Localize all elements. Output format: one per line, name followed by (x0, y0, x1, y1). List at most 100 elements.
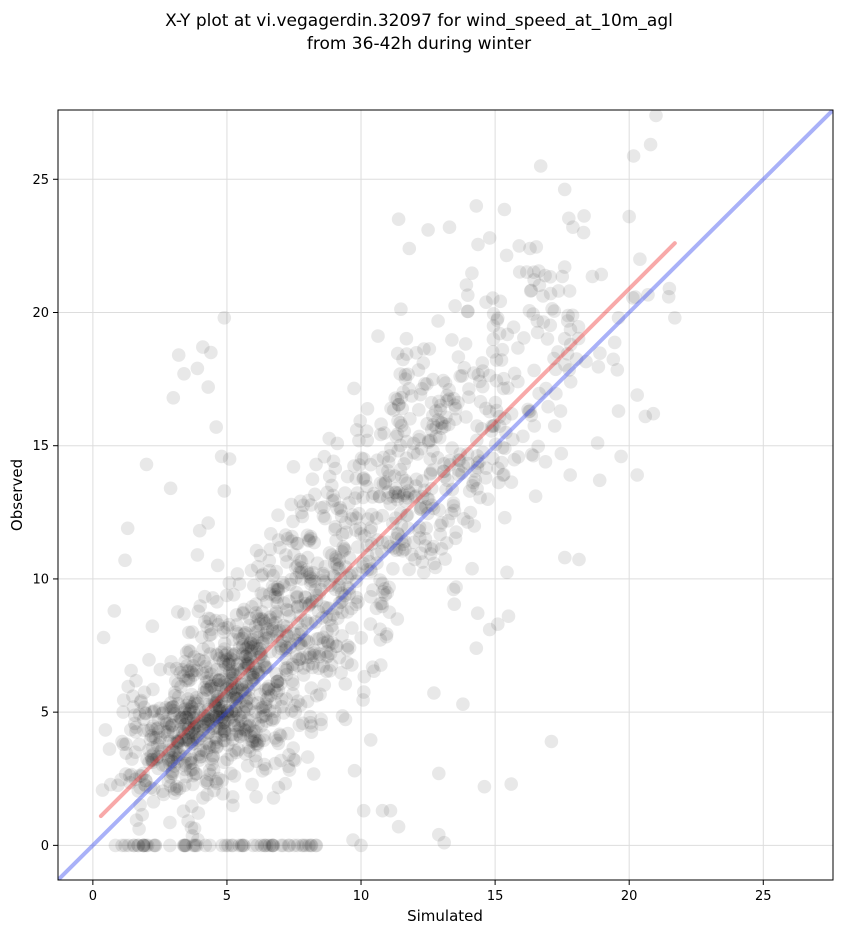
scatter-point (558, 550, 572, 565)
scatter-point (217, 625, 231, 639)
scatter-point (230, 724, 245, 738)
scatter-point (231, 627, 246, 641)
scatter-point (312, 661, 326, 676)
scatter-point (606, 352, 621, 367)
scatter-point (337, 543, 352, 557)
scatter-point (495, 342, 510, 357)
scatter-point (435, 416, 450, 431)
scatter-point (538, 268, 552, 283)
scatter-point (317, 575, 332, 589)
scatter-point (269, 606, 283, 620)
scatter-point (434, 398, 448, 413)
plot-frame (57, 109, 834, 881)
scatter-point (303, 567, 317, 581)
scatter-point (169, 779, 184, 794)
scatter-point (229, 704, 243, 719)
scatter-point (261, 690, 276, 704)
scatter-point (441, 514, 456, 528)
scatter-point (204, 680, 218, 694)
scatter-point (188, 694, 203, 708)
scatter-point (230, 662, 244, 677)
scatter-point (189, 767, 203, 781)
scatter-point (309, 838, 324, 853)
scatter-point (240, 679, 254, 694)
scatter-point (125, 752, 139, 766)
scatter-point (217, 721, 232, 736)
scatter-point (179, 710, 193, 725)
scatter-point (370, 556, 384, 570)
scatter-point (257, 658, 272, 673)
scatter-point (432, 766, 446, 781)
scatter-point (236, 705, 251, 719)
scatter-point (145, 619, 160, 633)
scatter-point (365, 537, 379, 551)
scatter-point (234, 677, 249, 692)
scatter-point (373, 573, 387, 587)
scatter-point (204, 667, 218, 681)
scatter-point (345, 658, 359, 672)
scatter-point (475, 356, 490, 370)
scatter-point (226, 632, 240, 647)
scatter-point (95, 783, 110, 797)
scatter-point (245, 734, 260, 748)
scatter-point (498, 510, 512, 525)
scatter-point (493, 294, 508, 309)
scatter-point (237, 662, 251, 676)
scatter-point (342, 640, 357, 655)
scatter-point (439, 482, 453, 497)
scatter-point (264, 527, 278, 541)
scatter-point (297, 661, 311, 675)
scatter-point (208, 708, 223, 723)
scatter-point (191, 806, 206, 820)
y-tick-label: 25 (32, 173, 49, 188)
scatter-point (442, 392, 456, 407)
scatter-point (263, 644, 278, 659)
scatter-point (393, 367, 408, 381)
scatter-point (373, 476, 388, 491)
scatter-point (240, 759, 255, 773)
scatter-point (314, 712, 328, 727)
scatter-point (196, 723, 211, 737)
scatter-point (217, 484, 232, 498)
scatter-point (227, 691, 241, 705)
scatter-point (207, 721, 221, 736)
scatter-point (342, 587, 357, 601)
scatter-point (270, 674, 284, 689)
scatter-point (263, 587, 277, 601)
scatter-point (358, 473, 373, 487)
scatter-point (174, 731, 189, 745)
scatter-point (261, 630, 276, 645)
scatter-point (240, 647, 255, 662)
scatter-point (332, 553, 347, 568)
scatter-point (264, 688, 278, 703)
scatter-point (197, 685, 211, 700)
scatter-point (468, 464, 482, 478)
scatter-point (155, 706, 169, 721)
scatter-point (258, 708, 273, 723)
scatter-point (562, 211, 576, 226)
scatter-point (163, 717, 177, 731)
scatter-point (179, 673, 193, 688)
scatter-point (250, 630, 265, 645)
scatter-point (565, 308, 580, 323)
scatter-point (183, 644, 197, 659)
scatter-point (319, 664, 334, 679)
scatter-point (389, 543, 403, 558)
scatter-point (185, 734, 199, 748)
scatter-point (290, 559, 305, 573)
scatter-point (338, 677, 353, 691)
scatter-point (585, 269, 600, 284)
scatter-point (284, 572, 299, 587)
scatter-point (274, 838, 289, 853)
scatter-point (394, 302, 408, 317)
scatter-point (253, 548, 268, 563)
scatter-point (349, 597, 364, 612)
scatter-point (270, 674, 285, 689)
scatter-point (460, 515, 475, 529)
scatter-point (189, 719, 204, 734)
scatter-point (269, 733, 284, 748)
scatter-point (181, 730, 196, 745)
scatter-point (290, 590, 304, 605)
scatter-point (328, 522, 342, 537)
